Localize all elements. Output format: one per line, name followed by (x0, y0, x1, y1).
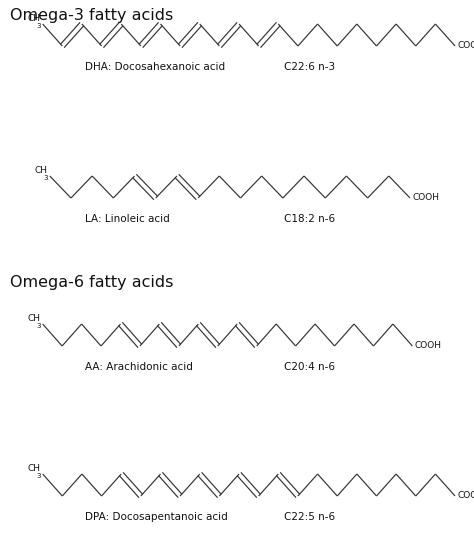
Text: C18:2 n-6: C18:2 n-6 (284, 214, 336, 224)
Text: Omega-3 fatty acids: Omega-3 fatty acids (10, 8, 173, 23)
Text: COOH: COOH (412, 193, 439, 202)
Text: DPA: Docosapentanoic acid: DPA: Docosapentanoic acid (85, 512, 228, 522)
Text: 3: 3 (36, 323, 41, 329)
Text: CH: CH (35, 166, 48, 175)
Text: C20:4 n-6: C20:4 n-6 (284, 362, 336, 372)
Text: CH: CH (27, 314, 41, 323)
Text: COOH: COOH (414, 342, 441, 350)
Text: 3: 3 (36, 23, 41, 29)
Text: Omega-6 fatty acids: Omega-6 fatty acids (10, 275, 173, 290)
Text: LA: Linoleic acid: LA: Linoleic acid (85, 214, 170, 224)
Text: COOH: COOH (457, 41, 474, 50)
Text: AA: Arachidonic acid: AA: Arachidonic acid (85, 362, 193, 372)
Text: CH: CH (27, 464, 41, 473)
Text: 3: 3 (36, 473, 41, 479)
Text: C22:5 n-6: C22:5 n-6 (284, 512, 336, 522)
Text: CH: CH (27, 14, 41, 23)
Text: C22:6 n-3: C22:6 n-3 (284, 62, 336, 72)
Text: COOH: COOH (457, 491, 474, 500)
Text: DHA: Docosahexanoic acid: DHA: Docosahexanoic acid (85, 62, 226, 72)
Text: 3: 3 (43, 175, 48, 181)
